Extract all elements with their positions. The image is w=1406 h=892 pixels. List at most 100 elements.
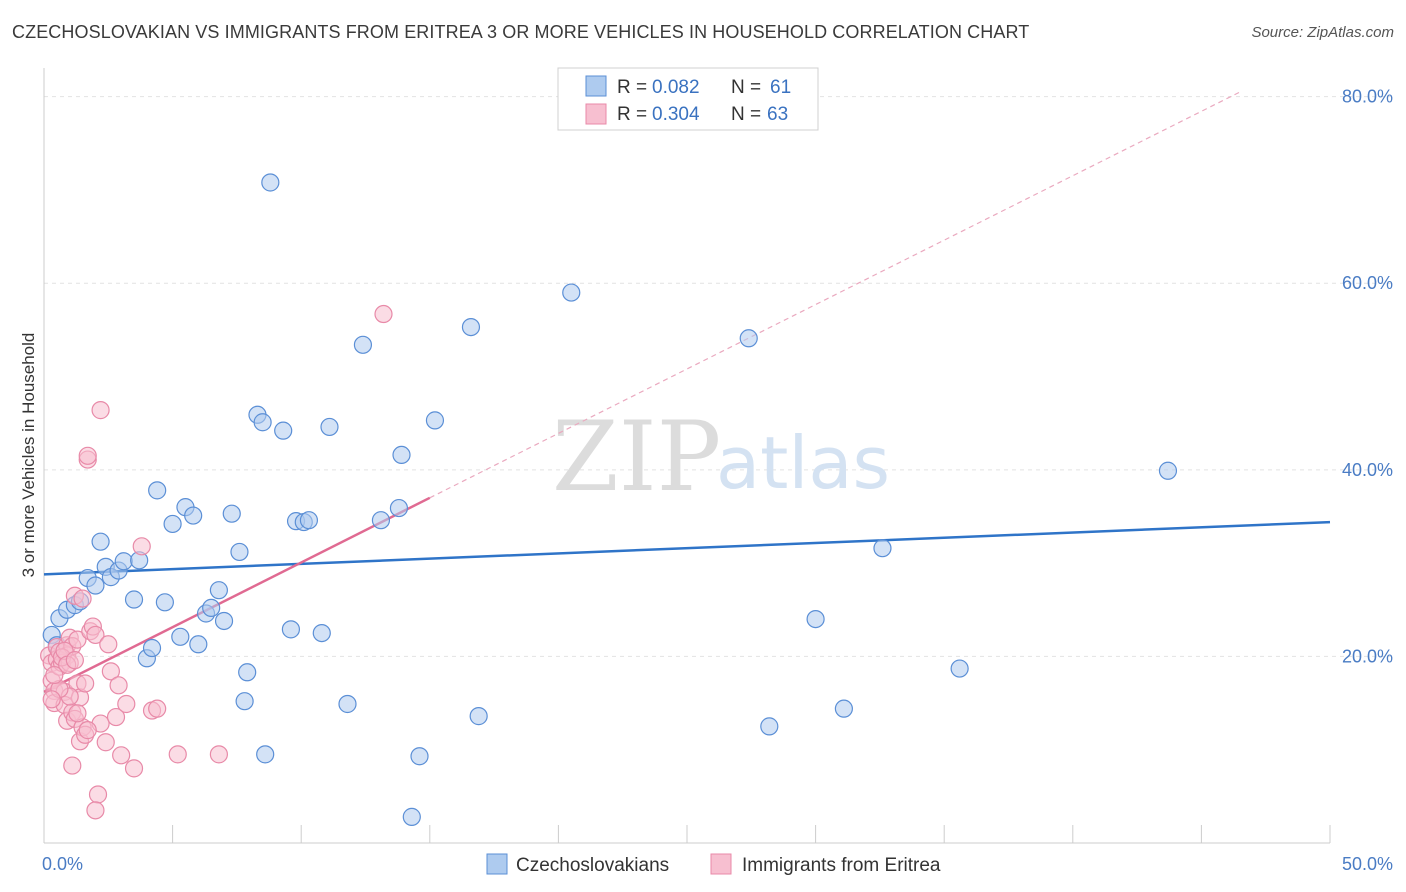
series-legend-label-eritrea: Immigrants from Eritrea bbox=[742, 855, 941, 876]
eritrea-point bbox=[68, 704, 87, 723]
legend-r-label-eritrea: R = bbox=[617, 104, 647, 125]
watermark-atlas: atlas bbox=[716, 421, 890, 505]
eritrea-point bbox=[148, 699, 167, 718]
czech-point bbox=[142, 638, 162, 658]
legend-r-value-eritrea: 0.304 bbox=[652, 104, 700, 125]
eritrea-point bbox=[124, 759, 144, 778]
czech-point bbox=[148, 481, 167, 500]
y-tick-label: 20.0% bbox=[1342, 646, 1393, 666]
czech-point bbox=[171, 627, 190, 646]
eritrea-point bbox=[65, 651, 84, 670]
legend-n-value-eritrea: 63 bbox=[767, 104, 788, 125]
czech-point bbox=[312, 623, 331, 643]
eritrea-point bbox=[78, 446, 97, 465]
stats-legend: R = 0.082 N = 61 R = 0.304 N = 63 bbox=[557, 67, 819, 131]
eritrea-point bbox=[68, 630, 87, 649]
y-tick-label: 40.0% bbox=[1342, 460, 1393, 480]
series-legend: Czechoslovakians Immigrants from Eritrea bbox=[486, 853, 941, 876]
trend-line-eritrea-extension bbox=[429, 91, 1241, 499]
eritrea-point bbox=[63, 756, 82, 775]
series-legend-label-czech: Czechoslovakians bbox=[516, 855, 669, 876]
czech-point bbox=[209, 581, 228, 600]
watermark-zip: ZIP bbox=[552, 401, 721, 513]
czech-point bbox=[261, 173, 280, 192]
trend-lines bbox=[43, 91, 1331, 693]
czech-point bbox=[392, 445, 411, 465]
trend-line-czech bbox=[43, 520, 1331, 576]
czech-point bbox=[402, 807, 421, 826]
czech-point bbox=[299, 511, 319, 530]
czech-point bbox=[320, 417, 339, 437]
legend-swatch-eritrea bbox=[585, 103, 607, 125]
czech-point bbox=[410, 747, 429, 766]
eritrea-point bbox=[76, 674, 95, 693]
series-legend-swatch-eritrea bbox=[710, 853, 732, 875]
eritrea-point bbox=[132, 537, 151, 556]
series-legend-swatch-czech bbox=[486, 853, 508, 875]
eritrea-point bbox=[96, 733, 115, 752]
axes-layer bbox=[43, 68, 1331, 844]
czech-point bbox=[238, 663, 257, 682]
czech-point bbox=[461, 317, 481, 337]
eritrea-point bbox=[91, 401, 110, 420]
eritrea-point bbox=[78, 721, 97, 740]
legend-swatch-czech bbox=[585, 75, 607, 97]
czech-point bbox=[806, 609, 825, 629]
czech-point bbox=[155, 593, 174, 612]
legend-r-label-czech: R = bbox=[617, 77, 647, 98]
data-points bbox=[40, 173, 1178, 826]
czech-point bbox=[873, 539, 892, 558]
czech-point bbox=[163, 514, 182, 534]
legend-n-label-eritrea: N = bbox=[731, 104, 761, 125]
czech-point bbox=[189, 635, 208, 654]
czech-point bbox=[202, 598, 221, 618]
chart-source: Source: ZipAtlas.com bbox=[1251, 24, 1394, 41]
eritrea-point bbox=[109, 676, 128, 695]
eritrea-point bbox=[112, 746, 131, 765]
czech-point bbox=[91, 532, 110, 551]
czech-point bbox=[371, 511, 391, 530]
legend-n-value-czech: 61 bbox=[770, 77, 791, 98]
czech-point bbox=[760, 717, 779, 736]
eritrea-point bbox=[45, 665, 64, 685]
czech-point bbox=[562, 283, 581, 302]
eritrea-point bbox=[88, 785, 108, 804]
czech-point bbox=[214, 611, 234, 631]
czech-point bbox=[281, 620, 301, 639]
czech-point bbox=[274, 421, 293, 440]
czech-point bbox=[739, 329, 758, 348]
legend-r-value-czech: 0.082 bbox=[652, 77, 700, 98]
trend-line-eritrea bbox=[43, 496, 431, 693]
czech-point bbox=[235, 692, 254, 711]
x-tick-label: 0.0% bbox=[42, 854, 83, 874]
czech-point bbox=[184, 506, 203, 525]
czech-point bbox=[256, 745, 275, 764]
eritrea-point bbox=[99, 635, 118, 654]
eritrea-point bbox=[209, 745, 228, 764]
eritrea-point bbox=[168, 745, 187, 764]
watermark: ZIP atlas bbox=[552, 401, 890, 513]
czech-point bbox=[389, 498, 409, 518]
czech-point bbox=[338, 694, 357, 714]
tick-labels: 20.0% 40.0% 60.0% 80.0% 0.0% 50.0% bbox=[42, 87, 1393, 874]
eritrea-point bbox=[86, 801, 105, 820]
chart-title: CZECHOSLOVAKIAN VS IMMIGRANTS FROM ERITR… bbox=[12, 22, 1030, 42]
legend-n-label-czech: N = bbox=[731, 77, 761, 98]
czech-point bbox=[222, 504, 241, 523]
czech-point bbox=[1158, 461, 1178, 480]
eritrea-point bbox=[117, 694, 136, 714]
czech-point bbox=[950, 659, 969, 678]
eritrea-point bbox=[106, 707, 126, 727]
eritrea-point bbox=[86, 625, 105, 645]
czech-point bbox=[469, 707, 488, 726]
czech-point bbox=[114, 552, 133, 571]
eritrea-point bbox=[374, 304, 393, 324]
czech-point bbox=[253, 413, 272, 432]
grid-layer bbox=[44, 96, 1392, 657]
y-tick-label: 60.0% bbox=[1342, 273, 1393, 293]
eritrea-point bbox=[42, 690, 61, 709]
y-axis-label: 3 or more Vehicles in Household bbox=[19, 333, 38, 578]
y-tick-label: 80.0% bbox=[1342, 87, 1393, 107]
eritrea-point bbox=[73, 589, 92, 608]
